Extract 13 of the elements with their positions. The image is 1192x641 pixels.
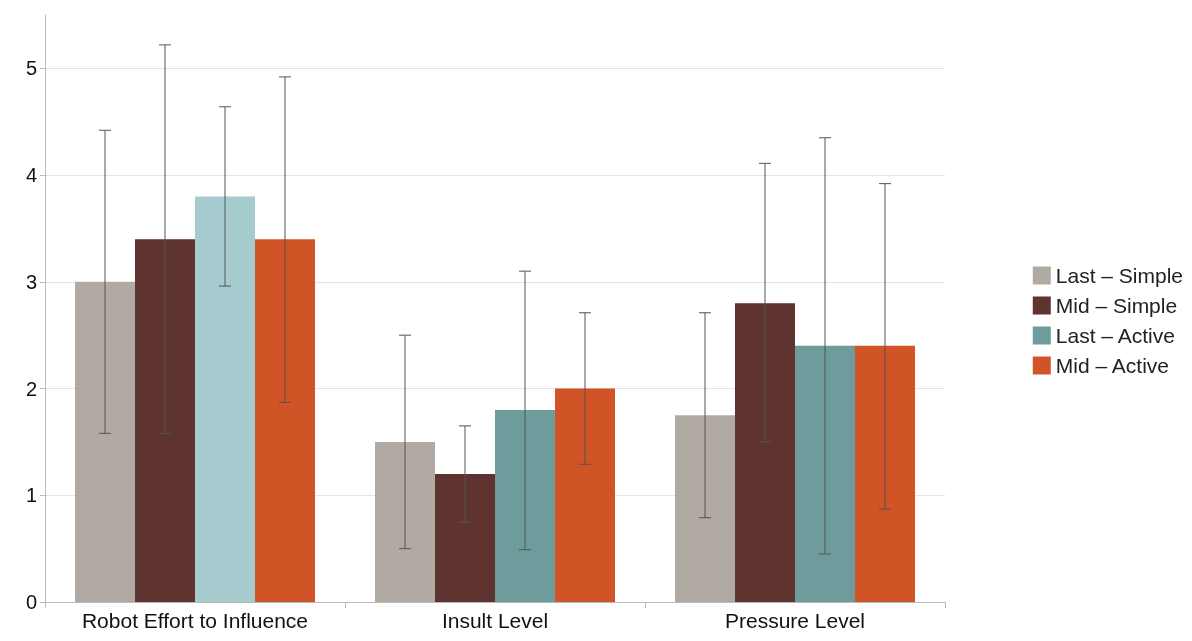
legend-label: Last – Active	[1055, 324, 1175, 347]
legend-label: Last – Simple	[1055, 264, 1183, 287]
legend-label: Mid – Simple	[1055, 294, 1178, 317]
y-tick-label: 5	[25, 57, 37, 80]
x-tick-label: Insult Level	[441, 609, 549, 632]
y-tick-label: 3	[25, 270, 37, 293]
y-tick-label: 1	[25, 484, 37, 507]
y-tick-label: 2	[25, 377, 37, 400]
y-tick-label: 0	[25, 591, 37, 613]
x-tick-label: Robot Effort to Influence	[81, 609, 309, 632]
legend-label: Mid – Active	[1055, 354, 1169, 377]
y-tick-label: 4	[25, 164, 37, 187]
x-tick-label: Pressure Level	[724, 609, 866, 632]
